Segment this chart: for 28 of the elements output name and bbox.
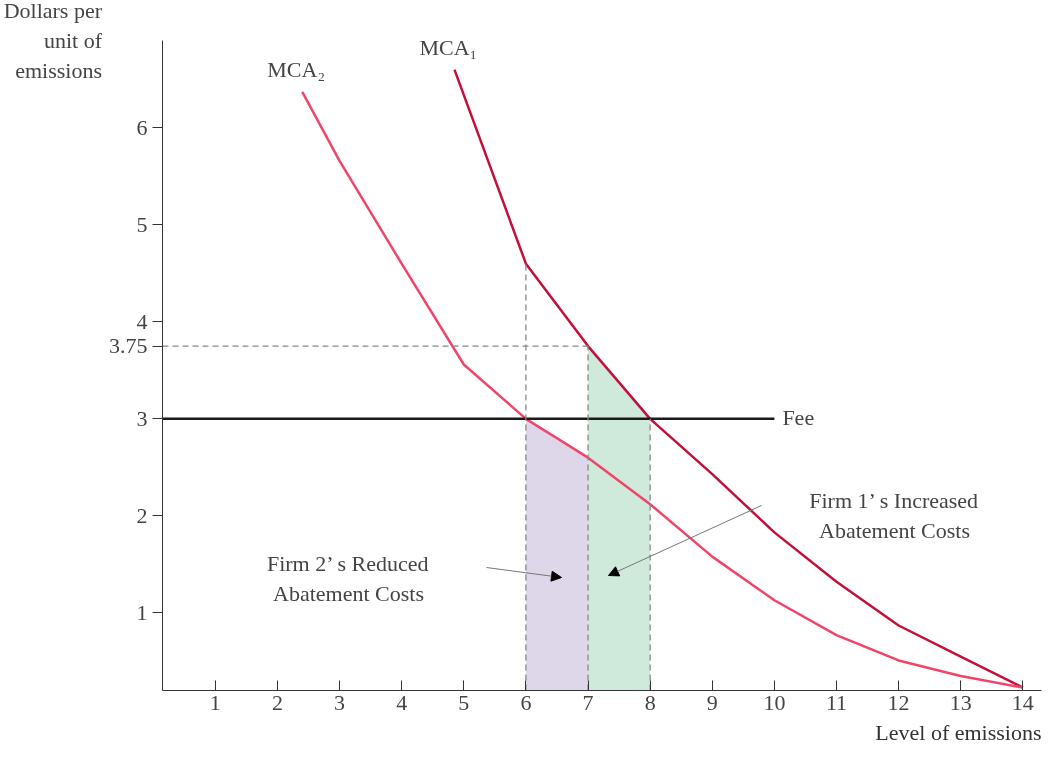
- annotation: Firm 2’ s Reduced Abatement Costs: [266, 550, 429, 606]
- series-label: Fee: [782, 404, 815, 430]
- x-tick-label: 4: [396, 689, 408, 715]
- series-label: MCA₁: [419, 34, 478, 60]
- x-tick-label: 9: [706, 689, 718, 715]
- series-label: MCA₂: [267, 56, 326, 82]
- y-tick-label: 6: [136, 114, 148, 140]
- x-tick-label: 1: [209, 689, 221, 715]
- y-tick-label: 4: [136, 308, 148, 334]
- y-tick-label: 3: [136, 405, 148, 431]
- y-axis-title: Dollars per unit of emissions: [3, 0, 103, 83]
- x-tick-label: 10: [763, 689, 786, 715]
- y-tick-label: 3.75: [109, 333, 148, 359]
- y-tick-label: 1: [136, 599, 148, 625]
- x-tick-label: 8: [644, 689, 656, 715]
- y-tick-label: 5: [136, 211, 148, 237]
- x-tick-label: 7: [582, 689, 594, 715]
- x-tick-label: 14: [1011, 689, 1034, 715]
- x-tick-label: 11: [825, 689, 848, 715]
- y-tick-label: 2: [136, 502, 148, 528]
- x-tick-label: 2: [271, 689, 283, 715]
- x-tick-label: 5: [458, 689, 470, 715]
- x-tick-label: 3: [334, 689, 346, 715]
- x-tick-label: 13: [949, 689, 972, 715]
- x-tick-label: 12: [887, 689, 910, 715]
- x-axis-title: Level of emissions: [875, 719, 1042, 745]
- annotation: Firm 1’ s Increased Abatement Costs: [809, 487, 979, 543]
- x-tick-label: 6: [520, 689, 532, 715]
